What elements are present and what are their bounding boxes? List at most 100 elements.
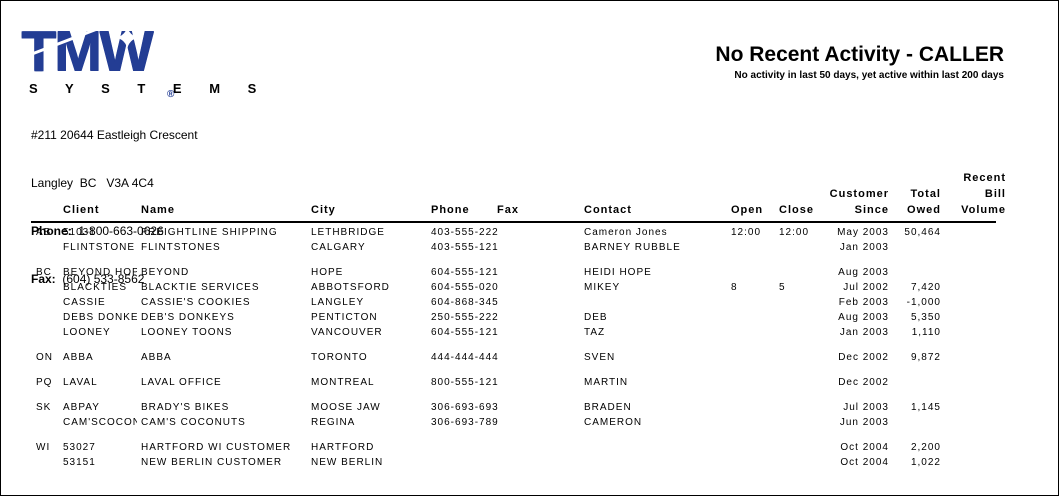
cell-owed: 2,200 [910, 442, 941, 453]
cell-city: LETHBRIDGE [311, 227, 385, 238]
cell-city: HOPE [311, 267, 344, 278]
region-label: BC [36, 267, 52, 278]
report-title: No Recent Activity - CALLER [715, 43, 1004, 66]
header-open: Open [731, 204, 764, 216]
cell-name: BRADY'S BIKES [141, 402, 230, 413]
header-customer: Customer [829, 188, 889, 200]
table-row: BLACKTIES BLACKTIE SERVICES ABBOTSFORD 604-… [1, 281, 1058, 296]
header-since: Since [854, 204, 889, 216]
cell-city: ABBOTSFORD [311, 282, 390, 293]
report-table: Recent Customer Total Bill Client Name C… [1, 171, 1058, 471]
cell-since: Feb 2003 [838, 297, 889, 308]
cell-owed: 1,022 [910, 457, 941, 468]
region-group: AB 51031 FREIGHTLINE SHIPPING LETHBRIDGE 403… [1, 226, 1058, 256]
company-address-block: #211 20644 Eastleigh Crescent Langley BC… [31, 95, 198, 319]
header-bill: Bill [984, 188, 1006, 200]
region-label: PQ [36, 377, 53, 388]
header-recent: Recent [963, 172, 1006, 184]
cell-phone: 403-555-121 [431, 242, 499, 253]
cell-phone: 604-555-020 [431, 282, 499, 293]
cell-owed: 5,350 [910, 312, 941, 323]
tmw-wordmark: TMW ✦ ® [14, 1, 174, 100]
table-row: 53151 NEW BERLIN CUSTOMER NEW BERLIN Oct 20… [1, 456, 1058, 471]
cell-city: MOOSE JAW [311, 402, 381, 413]
cell-since: Dec 2002 [838, 377, 889, 388]
cell-contact: BARNEY RUBBLE [584, 242, 681, 253]
region-group: SK ABPAY BRADY'S BIKES MOOSE JAW 306-693-693… [1, 401, 1058, 431]
cell-name: LAVAL OFFICE [141, 377, 222, 388]
cell-city: MONTREAL [311, 377, 375, 388]
region-label: ON [36, 352, 53, 363]
company-phone-line: Phone: 1-800-663-0626 [31, 223, 198, 239]
cell-name: FLINTSTONES [141, 242, 221, 253]
cell-since: Jan 2003 [839, 242, 889, 253]
cell-phone: 306-693-693 [431, 402, 499, 413]
cell-since: Oct 2004 [840, 442, 889, 453]
cell-city: NEW BERLIN [311, 457, 384, 468]
cell-client: 51031 [63, 227, 96, 238]
cell-phone: 306-693-789 [431, 417, 499, 428]
cell-phone: 604-555-121 [431, 267, 499, 278]
cell-contact: Cameron Jones [584, 227, 668, 238]
cell-name: BLACKTIE SERVICES [141, 282, 260, 293]
region-group: ON ABBA ABBA TORONTO 444-444-444 SVEN Dec 2002… [1, 351, 1058, 366]
cell-client: 53151 [63, 457, 96, 468]
region-group: WI 53027 HARTFORD WI CUSTOMER HARTFORD Oct 2… [1, 441, 1058, 471]
registered-trademark-icon: ® [167, 89, 175, 100]
cell-client: CAM'SCOCON [63, 417, 137, 428]
cell-contact: HEIDI HOPE [584, 267, 652, 278]
cell-name: CAM'S COCONUTS [141, 417, 246, 428]
cell-owed: 7,420 [910, 282, 941, 293]
table-row: LOONEY LOONEY TOONS VANCOUVER 604-555-121 TA… [1, 326, 1058, 341]
systems-wordmark: S Y S T E M S [29, 81, 269, 96]
cell-client: BLACKTIES [63, 282, 128, 293]
cell-city: PENTICTON [311, 312, 378, 323]
cell-phone: 250-555-222 [431, 312, 499, 323]
cell-close: 12:00 [779, 227, 810, 238]
cell-client: BEYOND HOP [63, 267, 137, 278]
tmw-brand-text: TMW [21, 19, 153, 83]
cell-name: CASSIE'S COOKIES [141, 297, 251, 308]
table-body: AB 51031 FREIGHTLINE SHIPPING LETHBRIDGE 403… [1, 226, 1058, 471]
cell-client: ABBA [63, 352, 94, 363]
table-row: WI 53027 HARTFORD WI CUSTOMER HARTFORD Oct 2… [1, 441, 1058, 456]
cell-contact: SVEN [584, 352, 616, 363]
region-label: WI [36, 442, 51, 453]
header-fax: Fax [497, 204, 519, 216]
cell-name: HARTFORD WI CUSTOMER [141, 442, 292, 453]
cell-name: ABBA [141, 352, 172, 363]
table-row: BC BEYOND HOP BEYOND HOPE 604-555-121 HEIDI H… [1, 266, 1058, 281]
cell-owed: 50,464 [904, 227, 941, 238]
cell-client: 53027 [63, 442, 96, 453]
cell-city: REGINA [311, 417, 356, 428]
fax-value: (604) 533-8562 [62, 272, 145, 286]
cell-phone: 604-555-121 [431, 327, 499, 338]
header-divider-line [31, 221, 996, 223]
cell-phone: 444-444-444 [431, 352, 499, 363]
address-line-1: #211 20644 Eastleigh Crescent [31, 128, 198, 142]
header-client: Client [63, 204, 100, 216]
cell-city: TORONTO [311, 352, 368, 363]
cell-client: LAVAL [63, 377, 98, 388]
cell-open: 12:00 [731, 227, 762, 238]
table-row: CASSIE CASSIE'S COOKIES LANGLEY 604-868-345… [1, 296, 1058, 311]
header-contact: Contact [584, 204, 632, 216]
table-row: PQ LAVAL LAVAL OFFICE MONTREAL 800-555-121 MA… [1, 376, 1058, 391]
cell-contact: DEB [584, 312, 608, 323]
table-row: DEBS DONKE DEB'S DONKEYS PENTICTON 250-555-… [1, 311, 1058, 326]
header-volume: Volume [961, 204, 1006, 216]
cell-client: FLINTSTONE [63, 242, 136, 253]
table-row: AB 51031 FREIGHTLINE SHIPPING LETHBRIDGE 403… [1, 226, 1058, 241]
header-total: Total [910, 188, 941, 200]
cell-name: LOONEY TOONS [141, 327, 233, 338]
cell-name: DEB'S DONKEYS [141, 312, 235, 323]
cell-owed: 9,872 [910, 352, 941, 363]
cell-name: BEYOND [141, 267, 190, 278]
cell-contact: TAZ [584, 327, 606, 338]
cell-city: LANGLEY [311, 297, 365, 308]
table-row: ON ABBA ABBA TORONTO 444-444-444 SVEN Dec 2002… [1, 351, 1058, 366]
region-label: AB [36, 227, 52, 238]
cell-contact: BRADEN [584, 402, 632, 413]
table-row: FLINTSTONE FLINTSTONES CALGARY 403-555-121 B… [1, 241, 1058, 256]
